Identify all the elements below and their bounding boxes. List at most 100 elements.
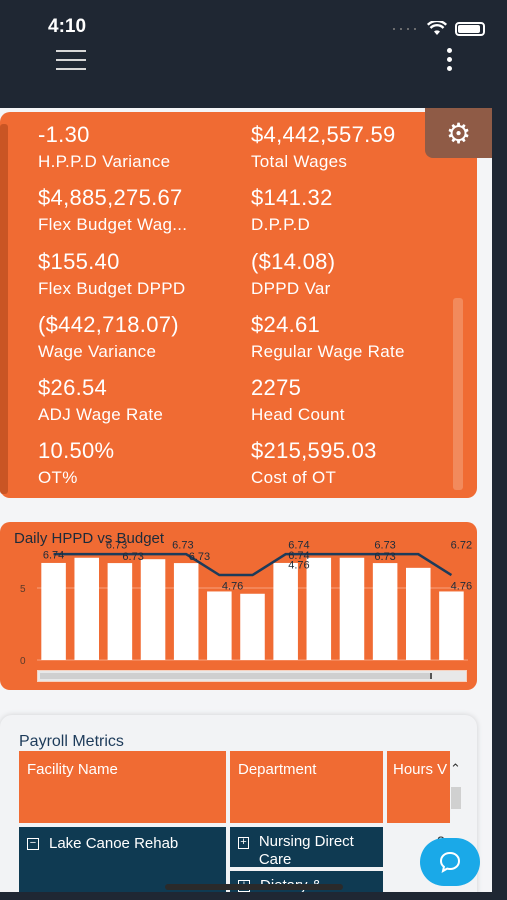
kpi-value: ($14.08) (251, 249, 336, 274)
home-indicator[interactable] (165, 884, 343, 890)
chart-bar (339, 557, 365, 660)
data-label: 6.73 (374, 539, 395, 551)
table-row-facility[interactable]: − Lake Canoe Rehab (19, 827, 226, 900)
data-label: 6.74 (288, 539, 309, 551)
chevron-up-icon[interactable]: ⌃ (450, 761, 461, 776)
kpi-label: OT% (38, 468, 78, 487)
kpi-value: ($442,718.07) (38, 312, 179, 337)
bottom-bar (0, 892, 507, 900)
department-name: Nursing Direct Care (258, 833, 354, 868)
data-label: 4.76 (451, 580, 472, 592)
hppd-chart: 506.746.736.736.736.734.766.746.744.766.… (20, 539, 472, 667)
kpi-value: 2275 (251, 375, 302, 400)
kpi-scrollbar[interactable] (453, 298, 463, 490)
kpi-total-wages[interactable]: $4,442,557.59 Total Wages (251, 122, 396, 172)
data-label: 6.72 (451, 539, 472, 551)
kpi-label: Flex Budget DPPD (38, 279, 186, 298)
chart-bar (173, 563, 199, 660)
chart-scroll-thumb[interactable] (40, 673, 432, 679)
menu-icon[interactable] (56, 50, 86, 72)
kpi-value: $4,442,557.59 (251, 122, 396, 147)
kpi-label: Total Wages (251, 152, 348, 171)
right-gutter (492, 108, 507, 900)
kpi-label: H.P.P.D Variance (38, 152, 171, 171)
header-facility-name[interactable]: Facility Name (19, 751, 226, 823)
data-label: 6.73 (189, 551, 210, 563)
payroll-title: Payroll Metrics (19, 733, 124, 750)
status-time: 4:10 (48, 16, 87, 37)
kpi-label: D.P.P.D (251, 215, 311, 234)
kpi-ot-percent[interactable]: 10.50% OT% (38, 438, 114, 488)
payroll-metrics-card: Payroll Metrics Facility Name Department… (0, 715, 477, 900)
chart-scrollbar[interactable] (37, 670, 467, 682)
kpi-label: Head Count (251, 405, 345, 424)
kpi-card-edge (0, 124, 8, 494)
kpi-value: 10.50% (38, 438, 115, 463)
status-icons: ···· (391, 18, 485, 39)
kpi-label: Regular Wage Rate (251, 342, 405, 361)
gear-icon: ⚙ (445, 117, 472, 149)
kpi-value: $141.32 (251, 185, 333, 210)
expand-icon[interactable]: + (238, 837, 249, 849)
data-label: 6.73 (122, 551, 143, 563)
data-label: 6.74 (43, 549, 64, 561)
signal-icon: ···· (391, 18, 419, 38)
kpi-label: DPPD Var (251, 279, 331, 298)
y-tick-label: 0 (20, 656, 26, 667)
chart-bar (273, 562, 298, 660)
kpi-dppd[interactable]: $141.32 D.P.P.D (251, 185, 333, 235)
kpi-hppd-variance[interactable]: -1.30 H.P.P.D Variance (38, 122, 170, 172)
kpi-label: Wage Variance (38, 342, 157, 361)
chat-button[interactable] (420, 838, 480, 886)
kpi-regular-wage-rate[interactable]: $24.61 Regular Wage Rate (251, 312, 405, 362)
kpi-value: $26.54 (38, 375, 108, 400)
budget-line (53, 552, 453, 577)
kpi-dppd-var[interactable]: ($14.08) DPPD Var (251, 249, 335, 299)
settings-button[interactable]: ⚙ (425, 108, 492, 158)
chart-bar (372, 563, 398, 660)
daily-hppd-chart-card: 5 0 6.74 6.73 6.73 6.73 6.73 4.76 6.74 6.74 4.76 6.… (0, 522, 477, 690)
kpi-value: $155.40 (38, 249, 120, 274)
table-scroll-thumb[interactable] (451, 787, 461, 809)
chart-bar (140, 559, 166, 660)
kpi-value: $24.61 (251, 312, 321, 337)
data-label: 4.76 (222, 580, 243, 592)
wifi-icon (427, 20, 447, 35)
chart-bar (74, 557, 99, 660)
header-label: Facility Name (27, 761, 118, 778)
kpi-adj-wage-rate[interactable]: $26.54 ADJ Wage Rate (38, 375, 163, 425)
kpi-cost-of-ot[interactable]: $215,595.03 Cost of OT (251, 438, 377, 488)
kpi-value: $215,595.03 (251, 438, 377, 463)
more-options-icon[interactable] (447, 48, 455, 75)
chart-bar (240, 593, 265, 660)
data-label: 6.73 (374, 551, 395, 563)
kpi-flex-budget-wages[interactable]: $4,885,275.67 Flex Budget Wag... (38, 185, 187, 235)
kpi-flex-budget-dppd[interactable]: $155.40 Flex Budget DPPD (38, 249, 185, 299)
top-bar: 4:10 ···· (0, 0, 507, 108)
kpi-label: ADJ Wage Rate (38, 405, 164, 424)
facility-name: Lake Canoe Rehab (49, 835, 179, 852)
chart-bar (107, 563, 133, 660)
data-label: 6.74 (288, 550, 309, 562)
battery-icon (455, 21, 485, 36)
chart-bar (41, 562, 66, 660)
data-label: 6.73 (172, 539, 193, 551)
header-label: Department (238, 761, 317, 778)
y-tick-label: 5 (20, 584, 26, 595)
kpi-label: Cost of OT (251, 468, 337, 487)
chart-bar (406, 567, 431, 660)
collapse-icon[interactable]: − (27, 838, 39, 851)
chart-bar (207, 591, 232, 660)
kpi-head-count[interactable]: 2275 Head Count (251, 375, 345, 425)
chart-bar (439, 591, 464, 660)
dashboard-content[interactable]: -1.30 H.P.P.D Variance $4,442,557.59 Tot… (0, 108, 492, 900)
chart-title: Daily HPPD vs Budget (14, 530, 165, 547)
chat-icon (439, 851, 461, 873)
header-label: Hours V (393, 761, 448, 778)
kpi-value: -1.30 (38, 122, 90, 147)
table-row-department[interactable]: + Nursing Direct Care (230, 827, 383, 868)
header-hours-variance[interactable]: Hours V (387, 751, 450, 823)
header-department[interactable]: Department (230, 751, 383, 823)
kpi-value: $4,885,275.67 (38, 185, 183, 210)
kpi-wage-variance[interactable]: ($442,718.07) Wage Variance (38, 312, 179, 362)
